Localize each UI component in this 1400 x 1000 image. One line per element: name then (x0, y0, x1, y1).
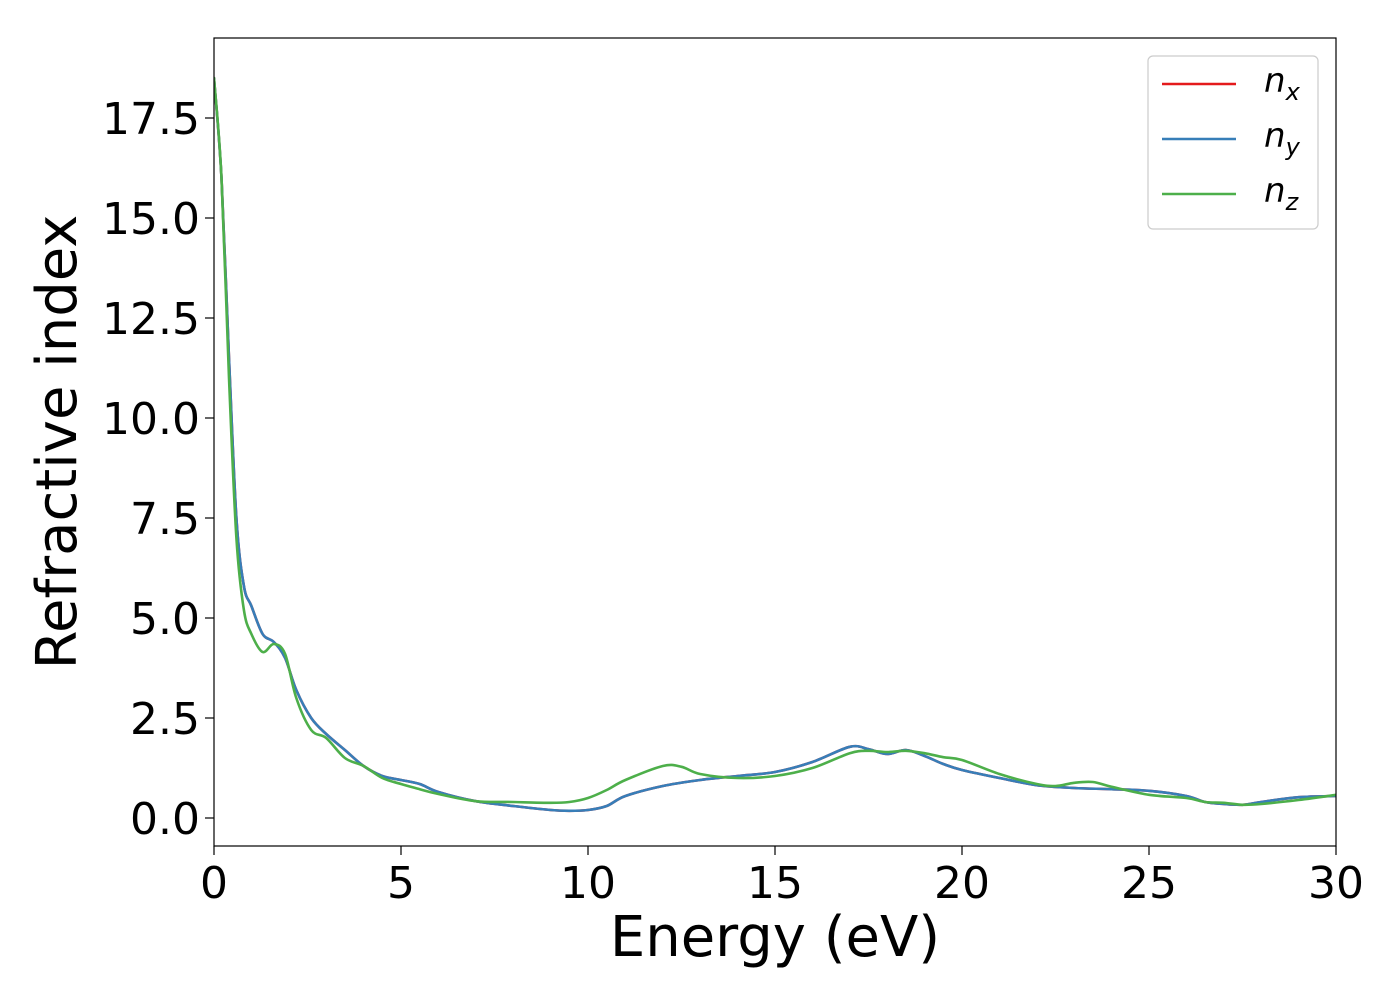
legend: nx ny nz (1147, 55, 1319, 230)
y-tick-label: 2.5 (130, 694, 200, 745)
y-tick-label: 0.0 (130, 794, 200, 845)
x-tick-label: 0 (200, 858, 228, 909)
x-axis-title: Energy (eV) (610, 905, 940, 970)
y-axis: 0.0 2.5 5.0 7.5 10.0 12.5 15.0 17.5 (102, 94, 214, 845)
legend-label-ny: ny (1264, 116, 1301, 161)
x-tick-label: 30 (1308, 858, 1364, 909)
y-tick-label: 12.5 (102, 294, 200, 345)
legend-label-nz: nz (1264, 171, 1300, 216)
legend-label-nx: nx (1264, 61, 1301, 106)
x-tick-label: 15 (747, 858, 803, 909)
x-tick-label: 10 (560, 858, 616, 909)
y-tick-label: 7.5 (130, 494, 200, 545)
y-tick-label: 10.0 (102, 394, 200, 445)
y-tick-label: 17.5 (102, 94, 200, 145)
legend-box (1147, 55, 1319, 230)
x-tick-label: 25 (1121, 858, 1177, 909)
y-axis-title: Refractive index (25, 215, 90, 670)
x-axis: 0 5 10 15 20 25 30 (200, 846, 1364, 909)
series-line-ny (214, 76, 1336, 813)
y-tick-label: 15.0 (102, 194, 200, 245)
series-line-nz (214, 76, 1336, 807)
x-tick-label: 5 (387, 858, 415, 909)
series-layer (214, 76, 1336, 813)
y-tick-label: 5.0 (130, 594, 200, 645)
x-tick-label: 20 (934, 858, 990, 909)
